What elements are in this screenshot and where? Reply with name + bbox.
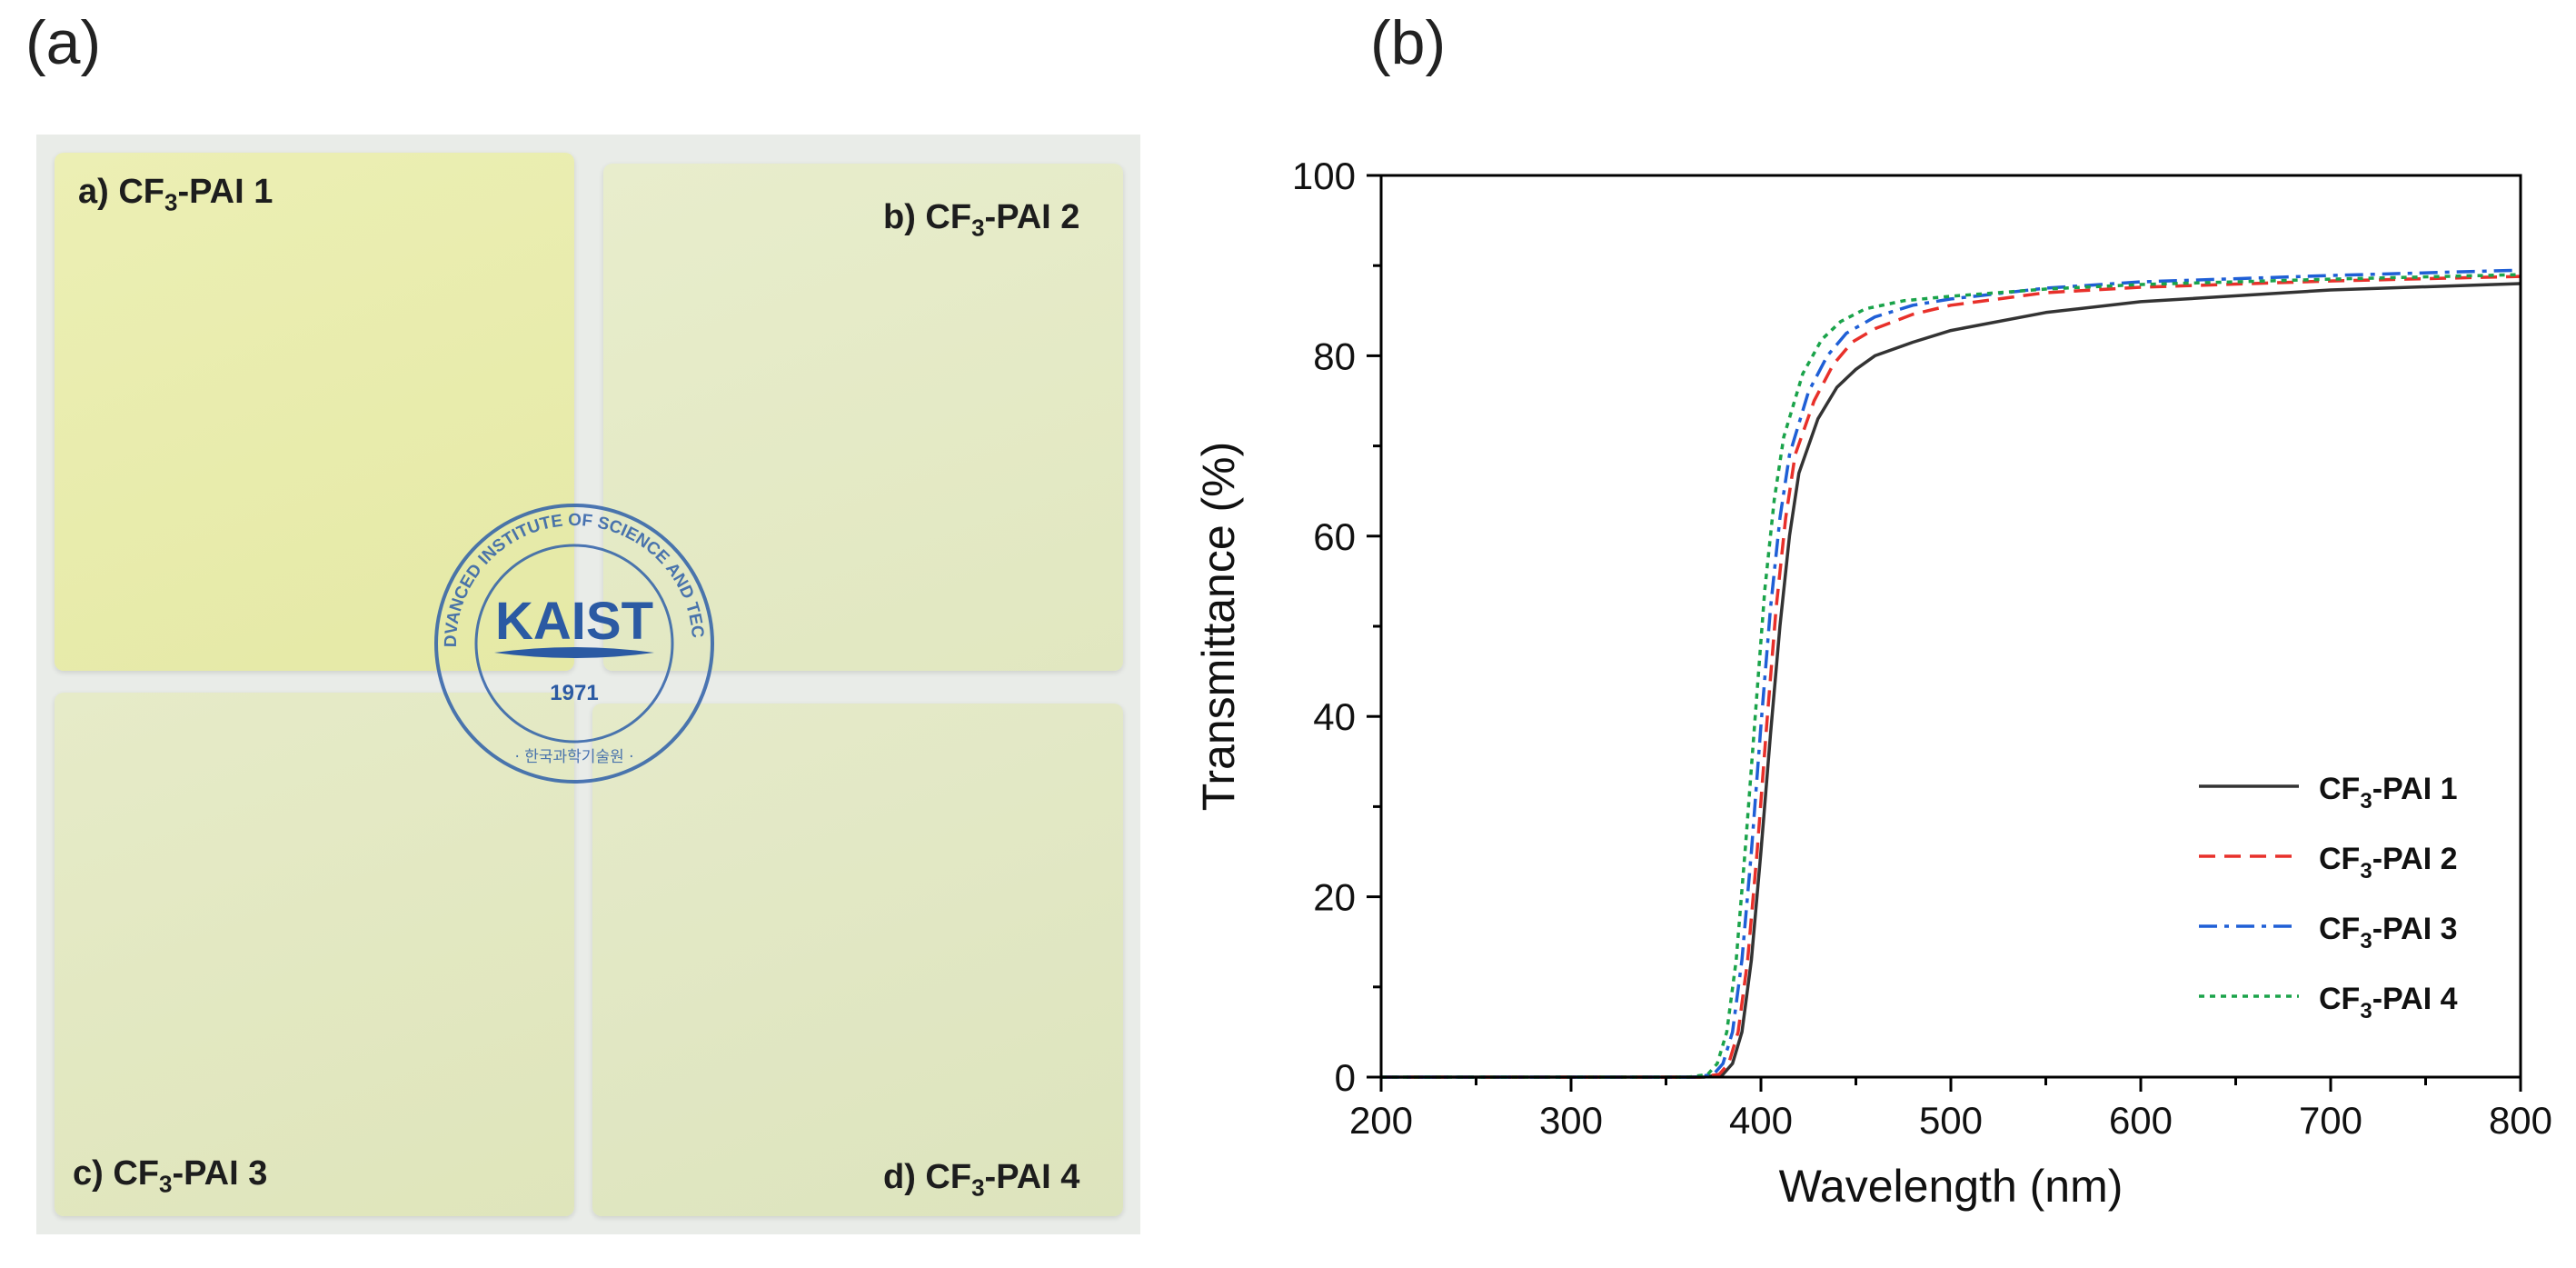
svg-text:1971: 1971	[550, 681, 598, 705]
x-axis-label: Wavelength (nm)	[1779, 1161, 2123, 1212]
film-sample-3	[55, 693, 574, 1216]
panel-label-b: (b)	[1370, 8, 1447, 77]
series-line-1	[1381, 282, 2521, 1079]
y-tick-label: 60	[1313, 515, 1356, 558]
x-tick-label: 500	[1919, 1099, 1983, 1142]
series-line-2	[1381, 275, 2521, 1079]
svg-text:· 한국과학기술원 ·: · 한국과학기술원 ·	[514, 748, 633, 766]
y-axis-label: Transmittance (%)	[1193, 442, 1244, 812]
x-tick-label: 300	[1539, 1099, 1603, 1142]
film-sample-1	[55, 153, 574, 671]
film-sample-2	[603, 164, 1123, 671]
y-tick-label: 100	[1292, 155, 1356, 197]
svg-text:KAIST: KAIST	[495, 592, 653, 651]
film-sample-4	[592, 704, 1123, 1216]
series-line-3	[1381, 268, 2521, 1079]
legend: CF3-PAI 1 CF3-PAI 2 CF3-PAI 3 CF3-PAI 4	[2199, 772, 2458, 1023]
legend-label-4: CF3-PAI 4	[2319, 982, 2458, 1023]
legend-label-3: CF3-PAI 3	[2319, 912, 2458, 953]
transmittance-chart: 200 300 400 500 600 700 800 0 20 40 60 80 100 Wavele…	[1193, 155, 2552, 1212]
film-label-3: c) CF3-PAI 3	[73, 1154, 268, 1198]
panel-label-a: (a)	[25, 8, 102, 77]
series-line-4	[1381, 273, 2521, 1079]
y-tick-label: 40	[1313, 695, 1356, 738]
film-label-1: a) CF3-PAI 1	[78, 173, 274, 216]
y-tick-label: 0	[1335, 1056, 1356, 1099]
x-tick-label: 600	[2109, 1099, 2173, 1142]
x-tick-label: 200	[1349, 1099, 1413, 1142]
kaist-seal-logo: KOREA ADVANCED INSTITUTE OF SCIENCE AND …	[420, 489, 714, 784]
x-tick-label: 400	[1729, 1099, 1793, 1142]
y-tick-label: 80	[1313, 334, 1356, 377]
x-tick-label: 700	[2299, 1099, 2362, 1142]
film-label-4: d) CF3-PAI 4	[883, 1158, 1080, 1202]
film-label-2: b) CF3-PAI 2	[883, 198, 1080, 242]
y-tick-label: 20	[1313, 876, 1356, 919]
legend-label-2: CF3-PAI 2	[2319, 842, 2458, 884]
film-photo: a) CF3-PAI 1 b) CF3-PAI 2 c) CF3-PAI 3 d…	[36, 135, 1140, 1234]
legend-label-1: CF3-PAI 1	[2319, 772, 2458, 814]
x-tick-label: 800	[2489, 1099, 2552, 1142]
